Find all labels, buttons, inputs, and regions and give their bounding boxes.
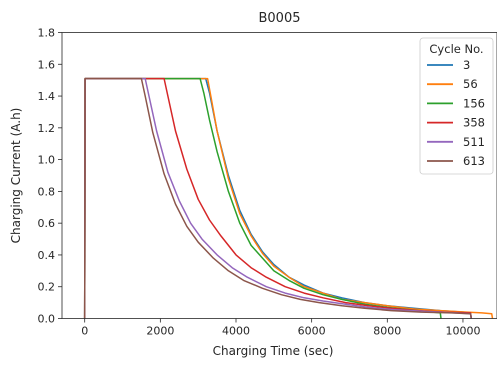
legend-label-613: 613	[463, 154, 485, 168]
x-tick-label: 0	[81, 325, 88, 338]
legend-label-358: 358	[463, 116, 485, 130]
x-axis-label: Charging Time (sec)	[213, 344, 334, 358]
x-tick-label: 2000	[146, 325, 174, 338]
x-axis: 0 2000 4000 6000 8000 10000	[81, 318, 480, 338]
x-tick-label: 8000	[373, 325, 401, 338]
series-line-511	[83, 77, 473, 319]
y-tick-label: 0.0	[38, 313, 56, 326]
series-layer	[83, 77, 494, 319]
legend-items: 3 56 156 358 511 613	[427, 58, 485, 168]
y-tick-label: 0.8	[38, 185, 56, 198]
series-line-613	[83, 77, 473, 319]
y-axis: 0.0 0.2 0.4 0.6 0.8 1.0 1.2 1.4 1.6 1.8	[38, 27, 62, 326]
legend-label-56: 56	[463, 77, 478, 91]
y-tick-label: 0.4	[38, 249, 56, 262]
legend-label-3: 3	[463, 58, 470, 72]
legend: Cycle No. 3 56 156 358 511 613	[419, 37, 494, 175]
legend-title: Cycle No.	[429, 42, 483, 56]
chart-title: B0005	[258, 11, 300, 26]
x-tick-label: 10000	[445, 325, 480, 338]
legend-box	[419, 37, 494, 175]
y-axis-label: Charging Current (A.h)	[9, 108, 23, 244]
x-tick-label: 6000	[298, 325, 326, 338]
x-tick-label: 4000	[222, 325, 250, 338]
legend-label-156: 156	[463, 96, 485, 110]
y-tick-label: 1.8	[38, 27, 56, 40]
y-tick-label: 1.2	[38, 122, 56, 135]
y-tick-label: 1.6	[38, 58, 56, 71]
y-tick-label: 1.4	[38, 90, 56, 103]
series-line-56	[83, 77, 494, 319]
plot-frame	[61, 32, 497, 319]
series-line-156	[83, 77, 442, 319]
y-tick-label: 0.2	[38, 281, 56, 294]
series-line-358	[83, 77, 473, 319]
legend-label-511: 511	[463, 135, 485, 149]
y-tick-label: 0.6	[38, 217, 56, 230]
y-tick-label: 1.0	[38, 154, 56, 167]
